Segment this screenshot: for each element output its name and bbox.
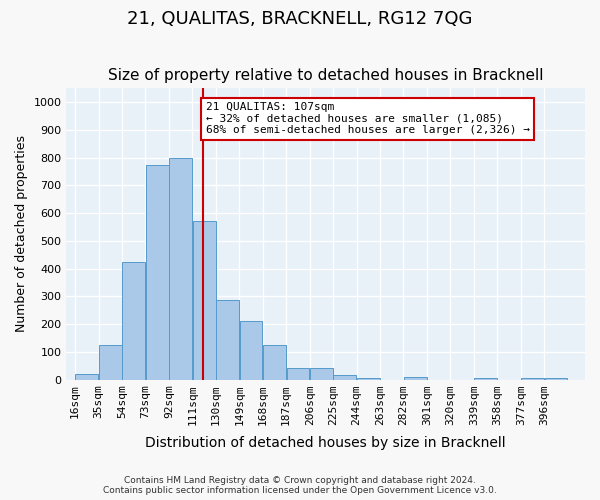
Y-axis label: Number of detached properties: Number of detached properties [15, 136, 28, 332]
Bar [216, 300, 239, 380]
Text: Contains HM Land Registry data © Crown copyright and database right 2024.
Contai: Contains HM Land Registry data © Crown c… [103, 476, 497, 495]
Bar [76, 374, 98, 380]
Bar [122, 262, 145, 380]
Bar [169, 158, 192, 380]
Text: 21, QUALITAS, BRACKNELL, RG12 7QG: 21, QUALITAS, BRACKNELL, RG12 7QG [127, 10, 473, 28]
Bar [334, 376, 356, 380]
Bar [263, 345, 286, 380]
Bar [239, 322, 262, 380]
Bar [521, 378, 544, 380]
X-axis label: Distribution of detached houses by size in Bracknell: Distribution of detached houses by size … [145, 436, 506, 450]
Bar [310, 368, 333, 380]
Text: 21 QUALITAS: 107sqm
← 32% of detached houses are smaller (1,085)
68% of semi-det: 21 QUALITAS: 107sqm ← 32% of detached ho… [206, 102, 530, 136]
Bar [357, 378, 380, 380]
Bar [545, 378, 568, 380]
Bar [193, 222, 215, 380]
Bar [287, 368, 310, 380]
Title: Size of property relative to detached houses in Bracknell: Size of property relative to detached ho… [108, 68, 544, 83]
Bar [99, 345, 122, 380]
Bar [146, 164, 169, 380]
Bar [474, 378, 497, 380]
Bar [404, 377, 427, 380]
